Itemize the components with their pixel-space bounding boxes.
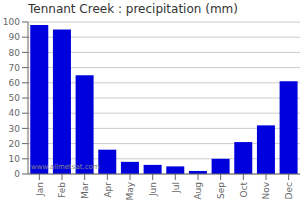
svg-text:20: 20 bbox=[9, 139, 21, 149]
svg-text:30: 30 bbox=[9, 124, 21, 134]
svg-text:May: May bbox=[125, 181, 135, 200]
svg-text:Sep: Sep bbox=[216, 182, 226, 199]
svg-text:Nov: Nov bbox=[261, 181, 271, 199]
svg-text:100: 100 bbox=[8, 18, 20, 27]
svg-text:Dec: Dec bbox=[284, 182, 294, 199]
svg-text:70: 70 bbox=[9, 63, 21, 73]
svg-text:90: 90 bbox=[9, 32, 21, 42]
html-text:Tennant Creek : precipitation: Tennant Creek : precipitation (mm) bbox=[28, 2, 238, 16]
svg-text:Jun: Jun bbox=[148, 182, 158, 197]
svg-text:60: 60 bbox=[9, 78, 21, 88]
svg-text:50: 50 bbox=[9, 93, 21, 103]
svg-text:Aug: Aug bbox=[193, 182, 203, 200]
svg-text:10: 10 bbox=[9, 154, 21, 164]
svg-text:Apr: Apr bbox=[103, 182, 113, 198]
svg-text:Jan: Jan bbox=[35, 182, 45, 197]
svg-text:40: 40 bbox=[9, 108, 21, 118]
svg-text:Mar: Mar bbox=[80, 182, 90, 199]
svg-text:80: 80 bbox=[9, 48, 21, 58]
html-text:www.allmetsat.com: www.allmetsat.com bbox=[31, 163, 100, 171]
svg-text:Jul: Jul bbox=[171, 182, 181, 194]
svg-text:Oct: Oct bbox=[239, 182, 249, 198]
svg-text:0: 0 bbox=[14, 169, 20, 179]
svg-text:Feb: Feb bbox=[57, 182, 67, 198]
